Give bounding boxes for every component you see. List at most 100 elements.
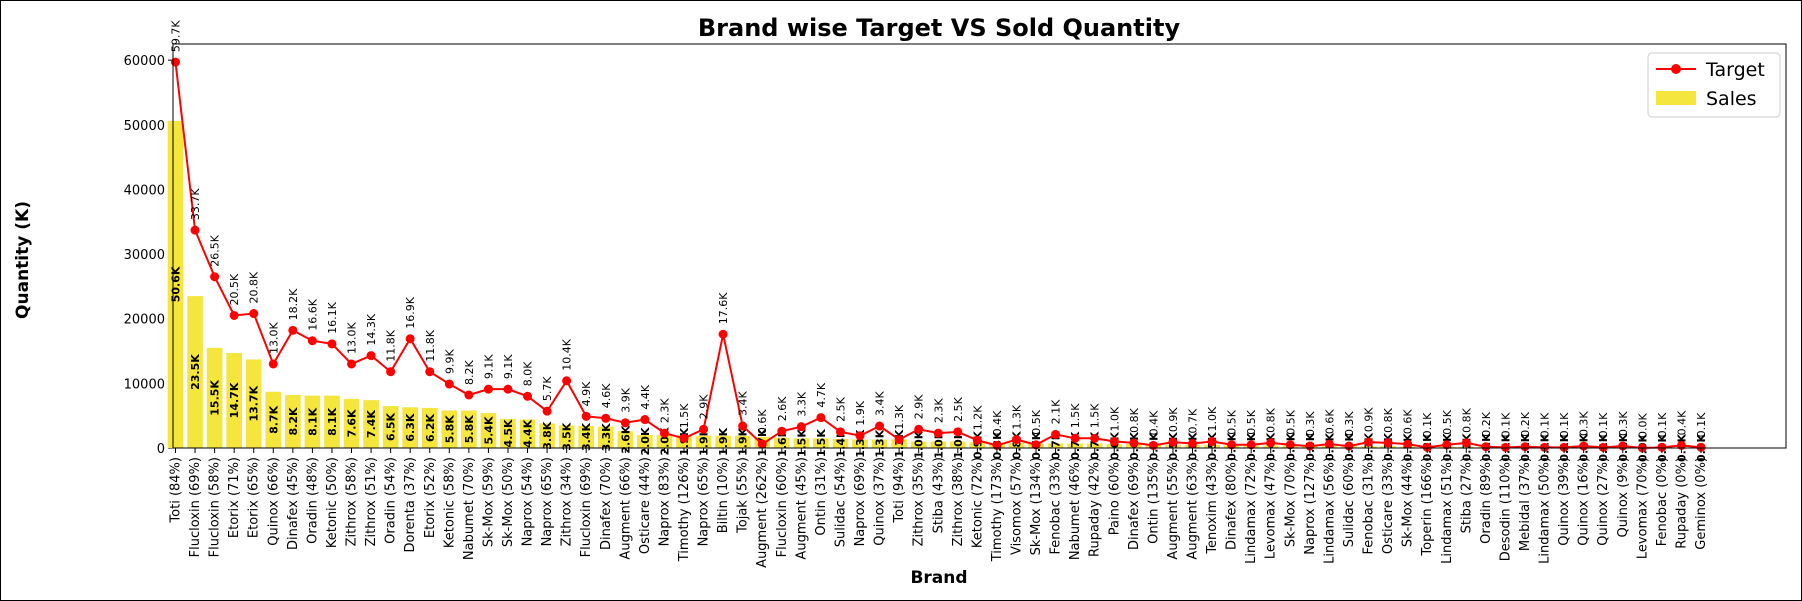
x-tick-label: Toperin (166%)	[1420, 457, 1435, 557]
x-tick-label: Flucloxin (69%)	[579, 457, 594, 557]
y-tick-label: 60000	[124, 54, 165, 69]
target-point	[738, 421, 748, 431]
x-tick-label: Quinox (16%)	[1577, 457, 1592, 546]
sales-bar	[930, 441, 947, 448]
target-data-label: 2.1K	[1050, 399, 1063, 424]
target-point	[855, 431, 865, 441]
target-data-label: 0.1K	[1539, 412, 1552, 437]
sales-data-label: 5.8K	[443, 415, 456, 443]
target-data-label: 2.9K	[913, 394, 926, 419]
x-tick-label: Etorix (65%)	[247, 457, 262, 538]
sales-data-label: 1.9K	[737, 427, 750, 455]
sales-data-label: 3.5K	[561, 422, 574, 450]
x-tick-label: Fenobac (33%)	[1049, 457, 1064, 555]
x-tick-label: Etorix (52%)	[423, 457, 438, 538]
sales-bar	[285, 394, 301, 448]
y-axis-label: Quantity (K)	[13, 201, 33, 319]
target-data-label: 2.5K	[952, 396, 965, 421]
target-point	[288, 325, 298, 335]
target-data-label: 17.6K	[717, 292, 730, 324]
target-point	[210, 272, 220, 282]
sales-bar	[1008, 442, 1025, 448]
target-data-label: 0.1K	[1499, 412, 1512, 437]
sales-data-label: 13.7K	[248, 385, 261, 421]
target-point	[1031, 440, 1041, 450]
target-data-label: 3.4K	[874, 391, 887, 416]
y-tick-label: 0	[157, 442, 165, 457]
sales-bar	[695, 435, 712, 448]
sales-bar	[441, 410, 458, 448]
x-tick-label: Sulidac (60%)	[1342, 457, 1357, 547]
x-tick-label: Toti (84%)	[169, 457, 184, 524]
target-data-label: 33.7K	[189, 188, 202, 220]
target-data-label: 1.5K	[1069, 403, 1082, 428]
target-data-label: 9.1K	[502, 354, 515, 379]
target-point	[875, 421, 885, 431]
target-point	[1011, 435, 1021, 445]
x-tick-label: Dorenta (37%)	[403, 457, 418, 553]
target-data-label: 0.3K	[1343, 411, 1356, 436]
sales-data-label: 0.5K	[1206, 432, 1219, 460]
target-data-label: 3.9K	[619, 387, 632, 412]
target-data-label: 0.1K	[1695, 412, 1708, 437]
x-tick-label: Levomax (70%)	[1635, 457, 1650, 559]
x-tick-label: Lindamax (72%)	[1244, 457, 1259, 564]
target-data-label: 0.3K	[1617, 411, 1630, 436]
target-point	[1168, 437, 1178, 447]
target-point	[1207, 437, 1217, 447]
target-point	[620, 418, 630, 428]
sales-data-label: 4.4K	[522, 419, 535, 447]
x-tick-label: Naprox (127%)	[1303, 457, 1318, 555]
target-data-label: 4.6K	[600, 383, 613, 408]
target-data-label: 0.1K	[1421, 412, 1434, 437]
sales-data-label: 1.5K	[815, 429, 828, 457]
target-data-label: 18.2K	[287, 288, 300, 320]
sales-bar	[519, 419, 536, 448]
x-tick-label: Fenobac (0%)	[1655, 457, 1670, 546]
x-tick-label: Dinafex (70%)	[599, 457, 614, 550]
target-data-label: 0.8K	[1460, 407, 1473, 432]
target-data-label: 1.5K	[1089, 403, 1102, 428]
sales-bar	[969, 442, 986, 448]
x-tick-label: Sulidac (54%)	[833, 457, 848, 547]
x-tick-label: Stiba (43%)	[931, 457, 946, 533]
target-data-label: 3.3K	[795, 391, 808, 416]
target-data-label: 16.9K	[404, 296, 417, 328]
sales-data-label: 1.4K	[834, 429, 847, 457]
target-point	[1657, 442, 1667, 452]
x-tick-label: Augment (63%)	[1186, 457, 1201, 560]
target-data-label: 0.5K	[1245, 409, 1258, 434]
target-point	[1520, 442, 1530, 452]
sales-bar	[558, 425, 575, 448]
target-data-label: 9.1K	[482, 354, 495, 379]
target-point	[1051, 429, 1061, 439]
x-tick-label: Etorix (71%)	[227, 457, 242, 538]
sales-bar	[578, 426, 595, 448]
target-data-label: 13.0K	[346, 321, 359, 353]
target-point	[542, 406, 552, 416]
sales-bar	[187, 296, 203, 448]
sales-data-label: 6.2K	[424, 413, 437, 441]
target-data-label: 14.3K	[365, 313, 378, 345]
target-point	[972, 435, 982, 445]
target-point	[699, 424, 709, 434]
target-data-label: 1.3K	[893, 404, 906, 429]
legend: Target Sales	[1647, 52, 1781, 118]
sales-data-label: 1.0K	[932, 430, 945, 458]
target-point	[1598, 442, 1608, 452]
target-point	[718, 329, 728, 339]
x-tick-label: Fenobac (31%)	[1362, 457, 1377, 555]
x-tick-label: Ketonic (58%)	[442, 457, 457, 548]
target-point	[953, 427, 963, 437]
target-point	[1461, 438, 1471, 448]
sales-bar	[715, 435, 731, 448]
target-data-label: 26.5K	[209, 234, 222, 266]
x-tick-label: Timothy (173%)	[990, 457, 1005, 562]
target-point	[405, 334, 415, 344]
sales-bar	[637, 435, 653, 448]
x-tick-label: Quinox (9%)	[1616, 457, 1631, 537]
legend-sales-swatch	[1656, 91, 1696, 105]
target-data-label: 16.6K	[306, 298, 319, 330]
target-point	[1696, 442, 1706, 452]
